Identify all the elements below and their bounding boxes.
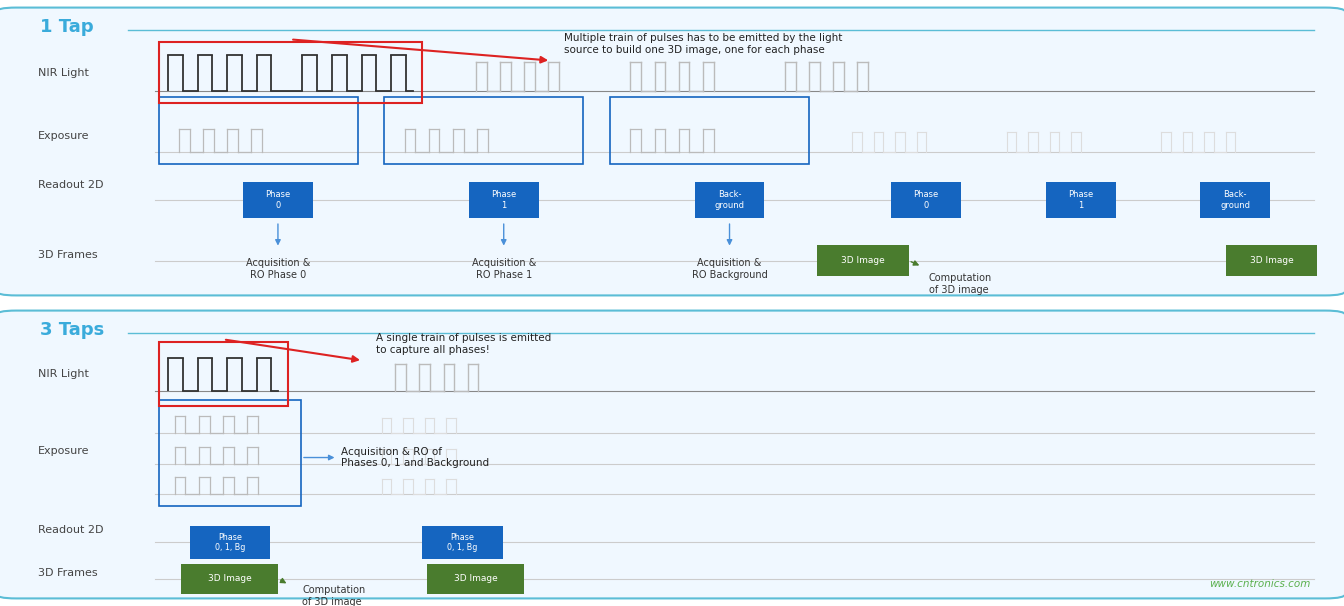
Text: Computation
of 3D image: Computation of 3D image	[929, 273, 992, 295]
FancyBboxPatch shape	[1046, 182, 1116, 218]
Text: Phase
0: Phase 0	[914, 190, 938, 210]
Text: 1 Tap: 1 Tap	[40, 18, 94, 36]
Text: Acquisition &
RO Background: Acquisition & RO Background	[692, 258, 767, 280]
FancyBboxPatch shape	[1226, 245, 1317, 276]
Text: Back-
ground: Back- ground	[715, 190, 745, 210]
Text: 3 Taps: 3 Taps	[40, 321, 105, 339]
FancyBboxPatch shape	[427, 564, 524, 594]
Text: Phase
1: Phase 1	[491, 190, 516, 210]
Text: 3D Image: 3D Image	[1250, 256, 1293, 265]
Text: A single train of pulses is emitted
to capture all phases!: A single train of pulses is emitted to c…	[376, 333, 551, 355]
Text: Exposure: Exposure	[38, 447, 89, 456]
Text: Phase
0, 1, Bg: Phase 0, 1, Bg	[215, 533, 245, 552]
Text: Phase
0: Phase 0	[265, 190, 290, 210]
FancyBboxPatch shape	[1200, 182, 1270, 218]
FancyBboxPatch shape	[422, 525, 503, 559]
Text: Multiple train of pulses has to be emitted by the light
source to build one 3D i: Multiple train of pulses has to be emitt…	[564, 33, 843, 55]
Text: NIR Light: NIR Light	[38, 369, 89, 379]
FancyBboxPatch shape	[695, 182, 765, 218]
Text: 3D Frames: 3D Frames	[38, 568, 97, 578]
FancyBboxPatch shape	[817, 245, 909, 276]
FancyBboxPatch shape	[243, 182, 313, 218]
Text: Readout 2D: Readout 2D	[38, 525, 103, 535]
Text: 3D Frames: 3D Frames	[38, 250, 97, 259]
FancyBboxPatch shape	[0, 310, 1344, 599]
Text: Phase
1: Phase 1	[1068, 190, 1093, 210]
FancyBboxPatch shape	[0, 8, 1344, 296]
Text: Acquisition & RO of
Phases 0, 1 and Background: Acquisition & RO of Phases 0, 1 and Back…	[341, 447, 489, 468]
FancyBboxPatch shape	[891, 182, 961, 218]
Text: Computation
of 3D image: Computation of 3D image	[302, 585, 366, 606]
Text: www.cntronics.com: www.cntronics.com	[1210, 579, 1310, 589]
Text: 3D Image: 3D Image	[208, 574, 251, 583]
Text: Readout 2D: Readout 2D	[38, 180, 103, 190]
Text: 3D Image: 3D Image	[454, 574, 497, 583]
Text: 3D Image: 3D Image	[841, 256, 884, 265]
Text: Exposure: Exposure	[38, 132, 89, 141]
Text: Acquisition &
RO Phase 1: Acquisition & RO Phase 1	[472, 258, 536, 280]
Text: NIR Light: NIR Light	[38, 68, 89, 78]
Text: Acquisition &
RO Phase 0: Acquisition & RO Phase 0	[246, 258, 310, 280]
Text: Back-
ground: Back- ground	[1220, 190, 1250, 210]
FancyBboxPatch shape	[181, 564, 278, 594]
FancyBboxPatch shape	[469, 182, 539, 218]
Text: Phase
0, 1, Bg: Phase 0, 1, Bg	[448, 533, 477, 552]
FancyBboxPatch shape	[190, 525, 270, 559]
